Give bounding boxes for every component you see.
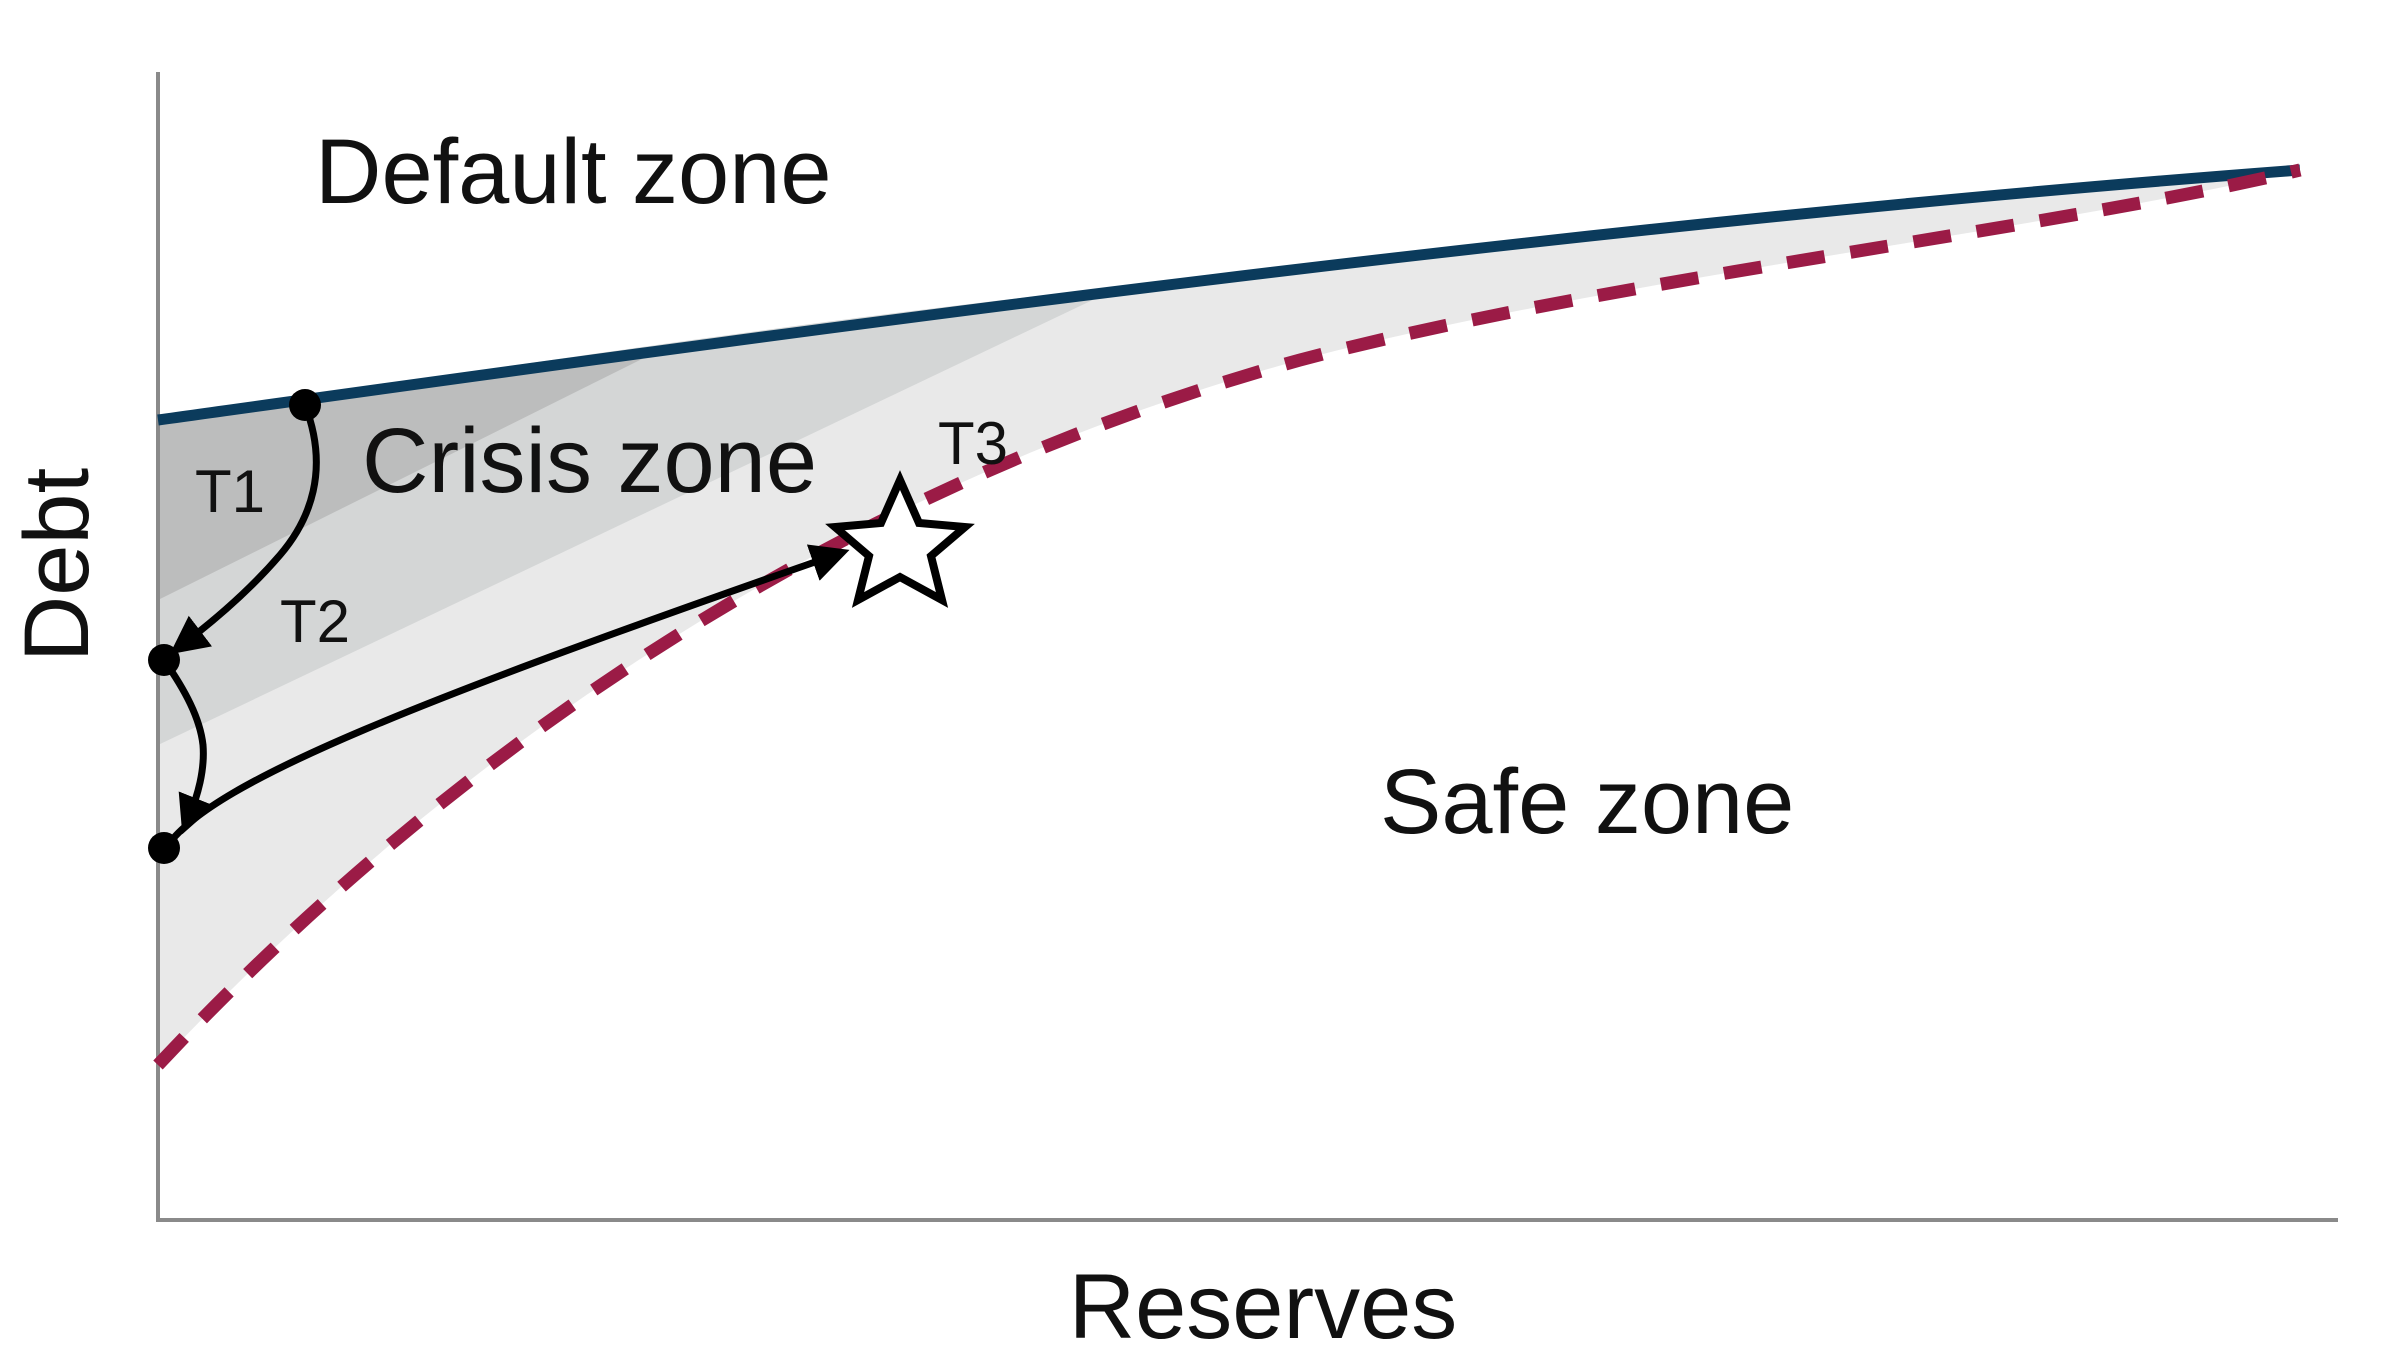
safe-boundary-dashed-line bbox=[153, 163, 2302, 1070]
y-axis-label: Debt bbox=[6, 468, 108, 662]
star-outline-icon bbox=[825, 470, 975, 608]
t3-label: T3 bbox=[938, 410, 1008, 477]
transition-path-t1 bbox=[169, 403, 320, 655]
state-dot-after-t1 bbox=[148, 644, 180, 676]
default-zone-label: Default zone bbox=[315, 121, 832, 223]
crisis-zone-dark-fill bbox=[158, 350, 660, 600]
t2-label: T2 bbox=[280, 588, 350, 655]
default-boundary-line bbox=[157, 164, 2301, 426]
state-dot-after-t2 bbox=[148, 832, 180, 864]
transition-path-t2 bbox=[161, 657, 215, 835]
state-dot-initial bbox=[289, 389, 321, 421]
x-axis-label: Reserves bbox=[1069, 1256, 1458, 1350]
t1-label: T1 bbox=[195, 458, 265, 525]
transition-path-t3 bbox=[165, 544, 850, 848]
safe-zone-label: Safe zone bbox=[1380, 751, 1794, 853]
crisis-zone-light-fill bbox=[158, 170, 2300, 1065]
crisis-zone-label: Crisis zone bbox=[362, 410, 817, 512]
